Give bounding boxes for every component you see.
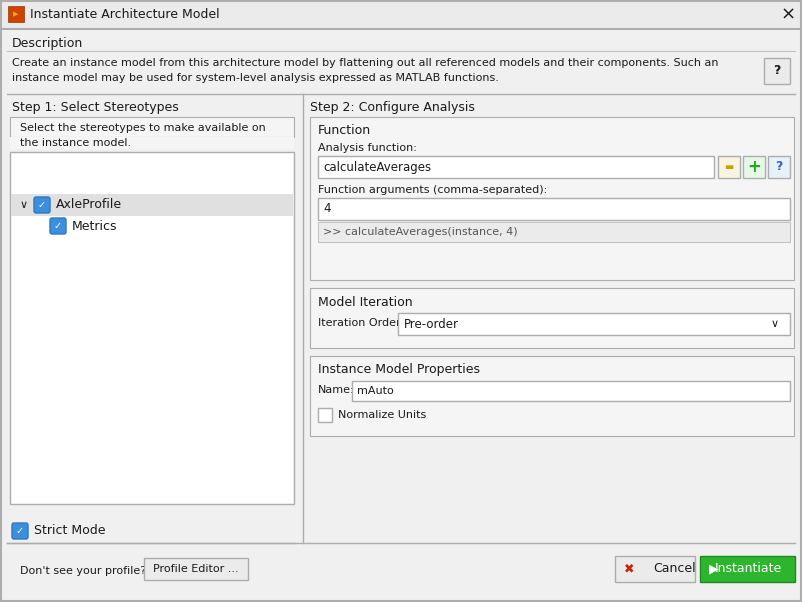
Text: Select the stereotypes to make available on: Select the stereotypes to make available…: [20, 123, 265, 133]
Bar: [743, 156, 765, 178]
Text: ✓: ✓: [16, 526, 24, 536]
Text: Don't see your profile?: Don't see your profile?: [20, 566, 146, 576]
Bar: [718, 156, 740, 178]
Text: the instance model.: the instance model.: [20, 138, 131, 148]
Text: Iteration Order:: Iteration Order:: [318, 318, 404, 328]
Bar: [768, 156, 790, 178]
Text: instance model may be used for system-level analysis expressed as MATLAB functio: instance model may be used for system-le…: [12, 73, 499, 83]
Text: Cancel: Cancel: [653, 562, 695, 576]
Text: ∨: ∨: [771, 319, 779, 329]
Text: ?: ?: [776, 161, 783, 173]
Bar: [318, 198, 790, 220]
Text: Instance Model Properties: Instance Model Properties: [318, 364, 480, 376]
Text: ▬: ▬: [724, 162, 734, 172]
Text: Description: Description: [12, 37, 83, 49]
Bar: [310, 288, 794, 348]
Text: mAuto: mAuto: [357, 386, 394, 396]
Bar: [398, 313, 790, 335]
Bar: [318, 222, 790, 242]
Text: Strict Mode: Strict Mode: [34, 524, 106, 538]
Text: Name:: Name:: [318, 385, 354, 395]
Bar: [10, 152, 294, 504]
Text: Metrics: Metrics: [72, 220, 118, 232]
Text: ▶: ▶: [14, 11, 18, 17]
Bar: [352, 381, 790, 401]
Text: Step 1: Select Stereotypes: Step 1: Select Stereotypes: [12, 102, 179, 114]
FancyBboxPatch shape: [12, 523, 28, 539]
Text: Normalize Units: Normalize Units: [338, 410, 426, 420]
Bar: [11, 194, 293, 216]
Text: Pre-order: Pre-order: [404, 317, 459, 330]
Text: Instantiate: Instantiate: [715, 562, 782, 576]
Bar: [318, 156, 714, 178]
Bar: [700, 556, 795, 582]
Text: Function arguments (comma-separated):: Function arguments (comma-separated):: [318, 185, 547, 195]
Text: calculateAverages: calculateAverages: [323, 161, 431, 173]
Bar: [8, 6, 24, 22]
Text: +: +: [747, 158, 761, 176]
Text: Analysis function:: Analysis function:: [318, 143, 417, 153]
Text: >> calculateAverages(instance, 4): >> calculateAverages(instance, 4): [323, 227, 517, 237]
Text: Step 2: Configure Analysis: Step 2: Configure Analysis: [310, 102, 475, 114]
Text: Model Iteration: Model Iteration: [318, 296, 412, 308]
Bar: [10, 117, 294, 137]
Text: ✓: ✓: [54, 221, 62, 231]
Text: Create an instance model from this architecture model by flattening out all refe: Create an instance model from this archi…: [12, 58, 719, 68]
Bar: [615, 556, 695, 582]
Text: AxleProfile: AxleProfile: [56, 199, 122, 211]
Text: ×: ×: [780, 6, 796, 24]
Text: Profile Editor ...: Profile Editor ...: [153, 564, 239, 574]
Text: Function: Function: [318, 123, 371, 137]
Text: Instantiate Architecture Model: Instantiate Architecture Model: [30, 8, 220, 22]
Text: ▶: ▶: [709, 562, 719, 576]
Bar: [310, 117, 794, 280]
Bar: [1, 1, 801, 29]
FancyBboxPatch shape: [50, 218, 66, 234]
Text: ✓: ✓: [38, 200, 46, 210]
Bar: [10, 137, 294, 149]
Bar: [764, 58, 790, 84]
Bar: [310, 356, 794, 436]
Text: ∨: ∨: [20, 200, 28, 210]
Bar: [318, 408, 332, 422]
Text: ?: ?: [773, 64, 780, 78]
FancyBboxPatch shape: [34, 197, 50, 213]
Text: 4: 4: [323, 202, 330, 216]
Bar: [144, 558, 248, 580]
Text: ✖: ✖: [624, 562, 634, 576]
